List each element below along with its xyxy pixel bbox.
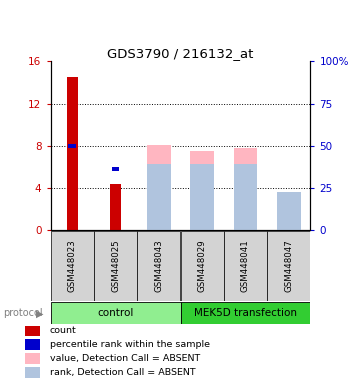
- Text: protocol: protocol: [4, 308, 43, 318]
- Text: GSM448025: GSM448025: [111, 240, 120, 292]
- Bar: [25, 325, 40, 336]
- Bar: [190, 151, 214, 230]
- FancyBboxPatch shape: [94, 231, 137, 301]
- FancyBboxPatch shape: [51, 231, 93, 301]
- Title: GDS3790 / 216132_at: GDS3790 / 216132_at: [107, 47, 254, 60]
- FancyBboxPatch shape: [138, 231, 180, 301]
- Bar: [25, 339, 40, 350]
- Bar: [234, 164, 257, 230]
- Bar: [25, 353, 40, 364]
- Text: MEK5D transfection: MEK5D transfection: [194, 308, 297, 318]
- Text: value, Detection Call = ABSENT: value, Detection Call = ABSENT: [50, 354, 200, 363]
- Bar: [110, 184, 121, 230]
- Text: count: count: [50, 326, 77, 335]
- Text: ▶: ▶: [36, 308, 44, 318]
- Bar: [180, 302, 310, 324]
- FancyBboxPatch shape: [268, 231, 310, 301]
- Text: rank, Detection Call = ABSENT: rank, Detection Call = ABSENT: [50, 368, 195, 377]
- Bar: [147, 164, 171, 230]
- Bar: [190, 164, 214, 230]
- Bar: [234, 148, 257, 230]
- Bar: [147, 145, 171, 230]
- Text: GSM448029: GSM448029: [198, 240, 206, 292]
- Bar: [67, 77, 78, 230]
- Text: GSM448047: GSM448047: [284, 240, 293, 292]
- Text: control: control: [97, 308, 134, 318]
- Bar: [68, 144, 76, 148]
- Text: GSM448041: GSM448041: [241, 240, 250, 292]
- Text: percentile rank within the sample: percentile rank within the sample: [50, 340, 210, 349]
- Bar: [277, 208, 301, 230]
- FancyBboxPatch shape: [224, 231, 267, 301]
- Bar: [25, 367, 40, 378]
- Text: GSM448043: GSM448043: [155, 240, 163, 292]
- Bar: [277, 192, 301, 230]
- FancyBboxPatch shape: [181, 231, 223, 301]
- Bar: [112, 167, 119, 171]
- Bar: [51, 302, 180, 324]
- Text: GSM448023: GSM448023: [68, 240, 77, 292]
